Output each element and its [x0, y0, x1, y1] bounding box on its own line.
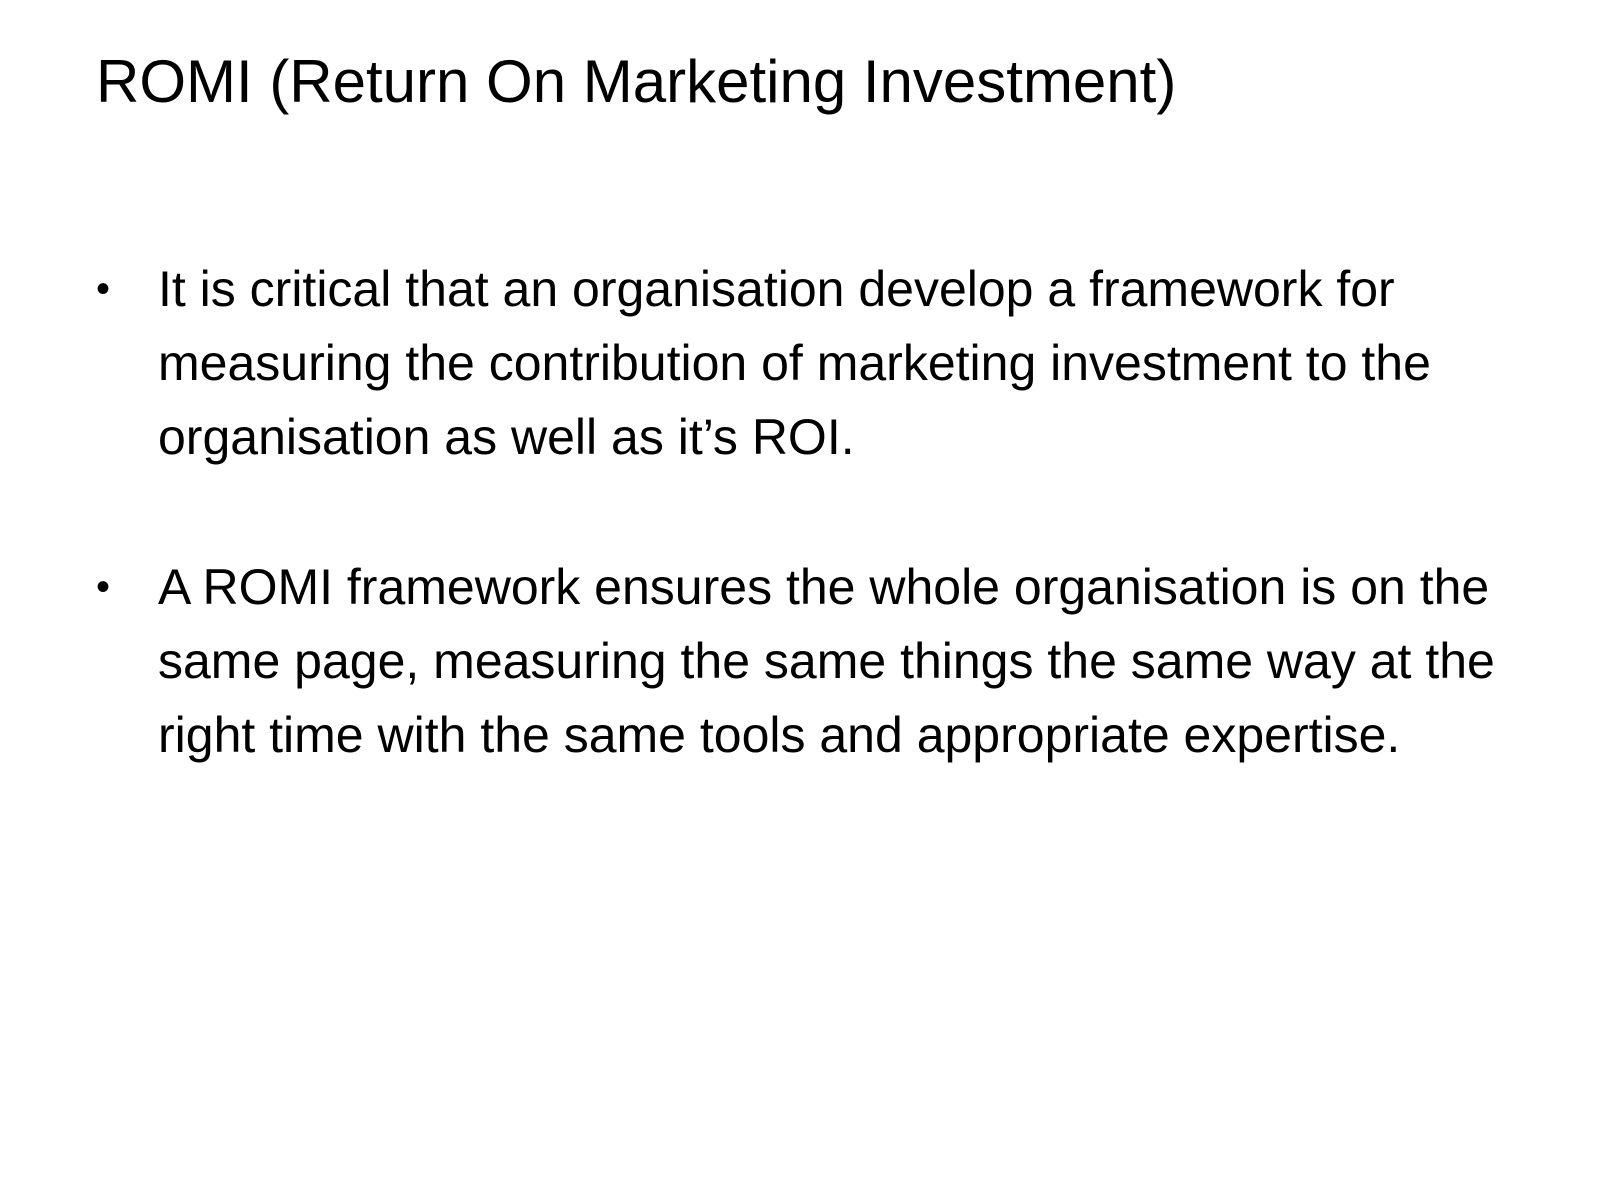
bullet-list: • It is critical that an organisation de… [96, 252, 1536, 848]
bullet-text-1: It is critical that an organisation deve… [158, 261, 1431, 465]
bullet-point-icon: • [96, 267, 111, 311]
bullet-text-2: A ROMI framework ensures the whole organ… [158, 559, 1495, 763]
slide-title: ROMI (Return On Marketing Investment) [96, 48, 1177, 115]
bullet-item-2: • A ROMI framework ensures the whole org… [96, 550, 1536, 772]
bullet-item-1: • It is critical that an organisation de… [96, 252, 1536, 474]
bullet-point-icon: • [96, 565, 111, 609]
